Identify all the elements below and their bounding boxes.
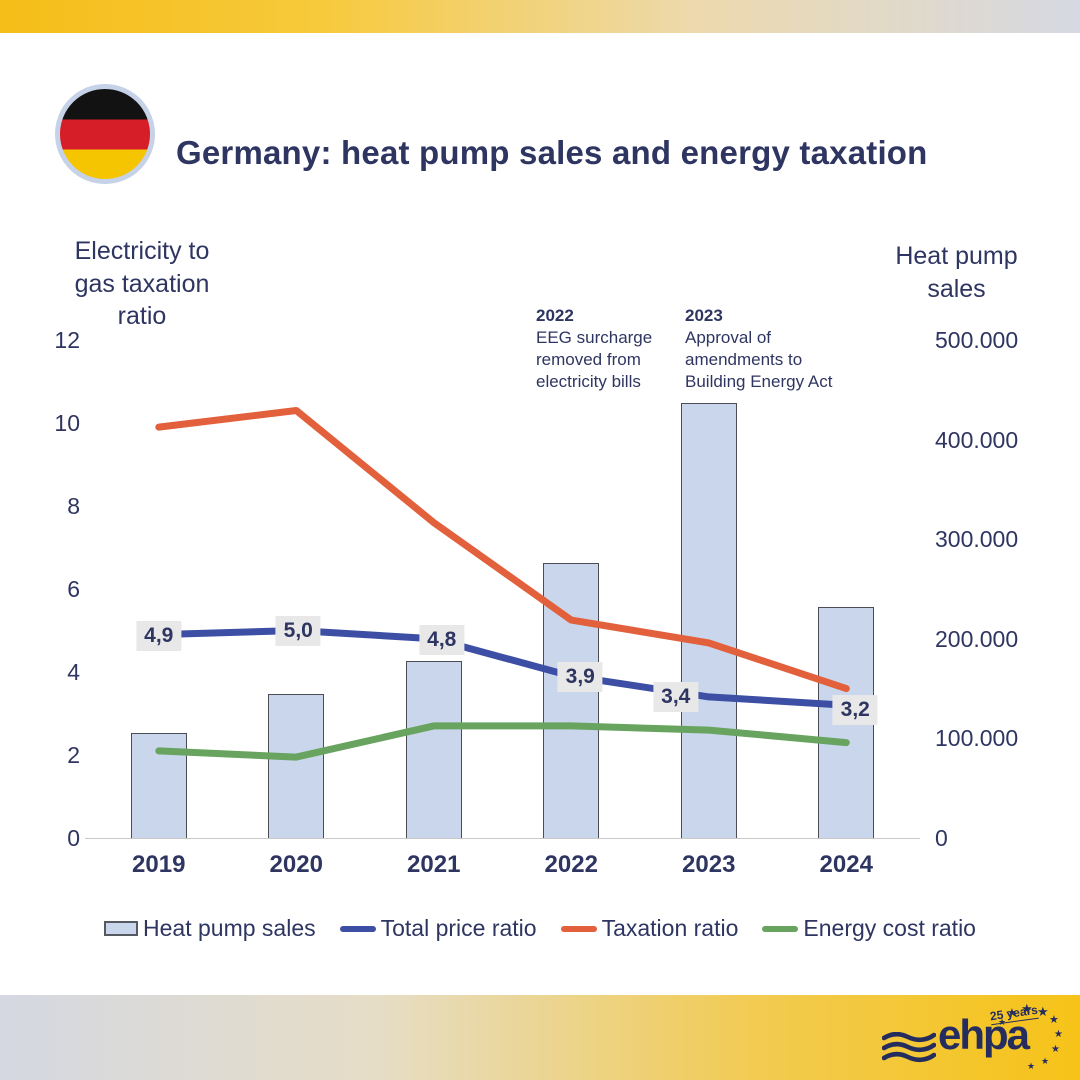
value-label-2021: 4,8	[419, 624, 465, 655]
x-axis-line	[85, 838, 920, 839]
value-label-2019: 4,9	[136, 620, 182, 651]
annotation-text: EEG surcharge removed from electricity b…	[536, 328, 653, 392]
annotation-year: 2023	[685, 306, 723, 325]
annotation-2022: 2022 EEG surcharge removed from electric…	[536, 305, 701, 393]
top-gradient-bar	[0, 0, 1080, 33]
left-axis-title: Electricity to gas taxation ratio	[74, 237, 210, 330]
germany-flag-icon	[55, 84, 155, 184]
bar-swatch-icon	[104, 921, 139, 936]
star-icon: ★	[1007, 1007, 1017, 1019]
right-tick-0: 0	[935, 825, 948, 851]
legend-item-taxation-ratio: Taxation ratio	[560, 915, 739, 942]
value-label-2022: 3,9	[557, 662, 603, 693]
legend-label: Heat pump sales	[143, 915, 316, 941]
left-tick-0: 0	[67, 825, 80, 851]
left-tick-4: 4	[67, 659, 80, 685]
right-tick-500.000: 500.000	[935, 327, 1019, 353]
right-tick-300.000: 300.000	[935, 526, 1019, 553]
ehpa-wordmark: ehpa	[938, 1011, 1030, 1058]
left-tick-8: 8	[67, 493, 80, 519]
annotation-2023: 2023 Approval of amendments to Building …	[685, 305, 867, 393]
legend-item-energy-cost-ratio: Energy cost ratio	[762, 915, 976, 942]
x-tick-2020: 2020	[269, 851, 323, 878]
eu-stars-icon: ★ ★ ★ ★ ★ ★ ★ ★ ★	[998, 998, 1066, 1074]
value-label-2020: 5,0	[275, 615, 321, 646]
plot-area: 4,9 5,0 4,8 3,9 3,4 3,2	[85, 340, 920, 839]
right-axis-title: Heat pump sales	[895, 242, 1018, 303]
star-icon: ★	[1054, 1029, 1063, 1040]
value-label-2024: 3,2	[832, 695, 878, 726]
legend-item-total-price-ratio: Total price ratio	[339, 915, 537, 942]
x-tick-2024: 2024	[819, 851, 873, 878]
x-tick-2019: 2019	[132, 851, 186, 878]
bar-2020	[268, 693, 325, 838]
waves-icon	[882, 1032, 936, 1063]
star-icon: ★	[1021, 1001, 1033, 1016]
legend-label: Energy cost ratio	[803, 915, 976, 941]
legend-item-heat-pump-sales: Heat pump sales	[104, 915, 316, 942]
line-taxation-ratio	[155, 407, 850, 693]
ehpa-logo: ehpa 25 years ★ ★ ★ ★ ★ ★ ★ ★ ★	[880, 1000, 1070, 1078]
star-icon: ★	[1027, 1061, 1036, 1071]
line-energy-cost-ratio	[155, 722, 850, 761]
right-tick-100.000: 100.000	[935, 725, 1019, 752]
star-icon: ★	[1041, 1056, 1050, 1066]
left-tick-12: 12	[54, 327, 80, 353]
x-tick-2022: 2022	[544, 851, 598, 878]
star-icon: ★	[1037, 1004, 1049, 1019]
right-tick-200.000: 200.000	[935, 625, 1019, 652]
line-chart-layer	[155, 407, 850, 761]
line-swatch-icon	[762, 925, 799, 932]
bar-2023	[680, 402, 737, 838]
chart-legend: Heat pump sales Total price ratio Taxation…	[0, 915, 1080, 942]
annotation-year: 2022	[536, 306, 574, 325]
bar-2021	[405, 660, 462, 838]
legend-label: Total price ratio	[380, 915, 537, 941]
star-icon: ★	[1051, 1044, 1060, 1055]
left-tick-2: 2	[67, 742, 80, 768]
legend-label: Taxation ratio	[601, 915, 739, 941]
x-tick-2021: 2021	[407, 851, 461, 878]
value-label-2023: 3,4	[653, 681, 699, 712]
left-tick-6: 6	[67, 576, 80, 602]
star-icon: ★	[998, 1017, 1007, 1027]
page-title: Germany: heat pump sales and energy taxa…	[176, 134, 928, 172]
star-icon: ★	[1049, 1014, 1059, 1026]
line-total-price-ratio	[155, 627, 850, 709]
x-tick-2023: 2023	[682, 851, 736, 878]
line-swatch-icon	[339, 925, 376, 932]
right-tick-400.000: 400.000	[935, 426, 1019, 453]
line-swatch-icon	[560, 925, 597, 932]
annotation-text: Approval of amendments to Building Energ…	[685, 328, 833, 392]
left-tick-10: 10	[54, 410, 80, 436]
bottom-gradient-bar	[0, 995, 1080, 1080]
